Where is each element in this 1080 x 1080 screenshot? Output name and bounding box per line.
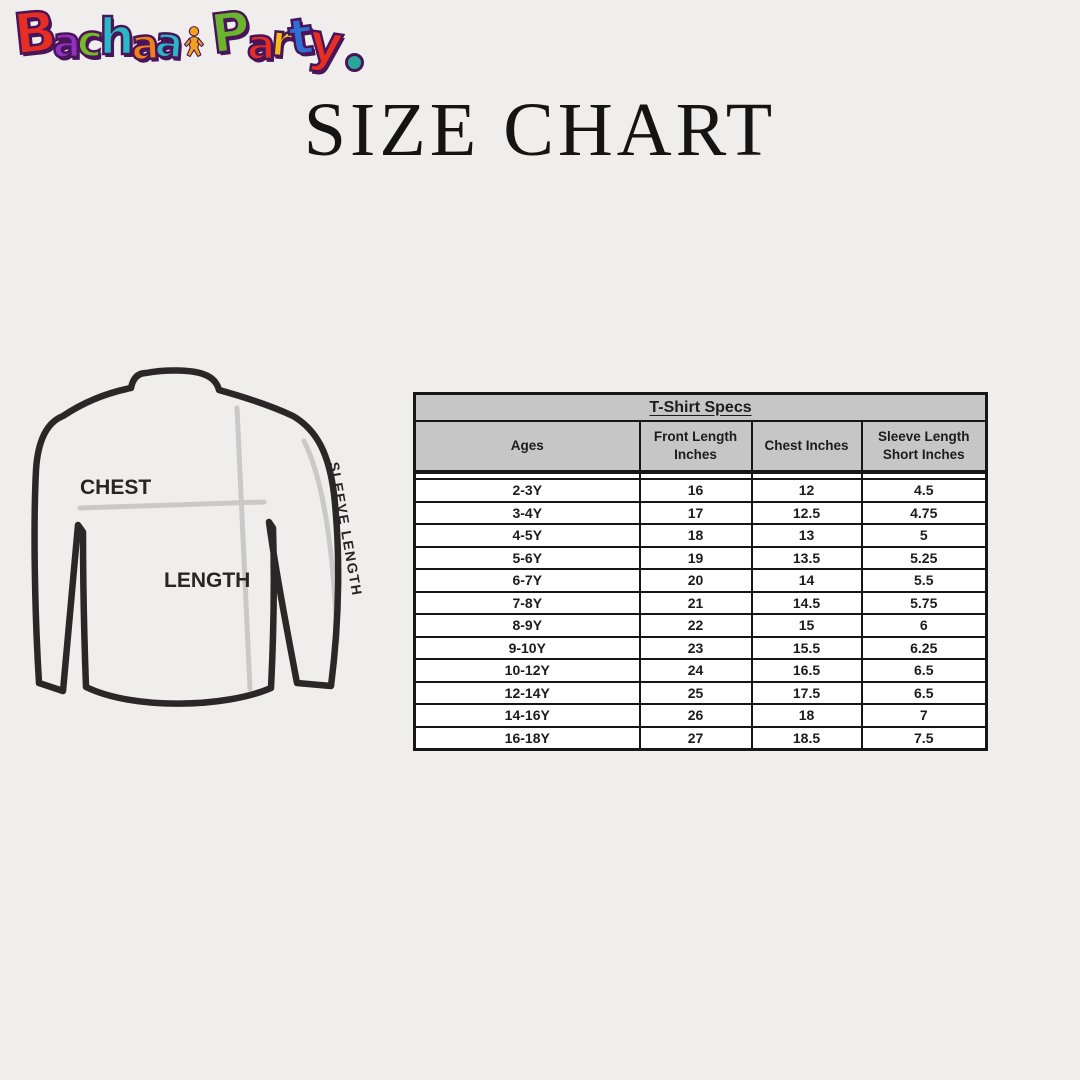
table-cell: 14 bbox=[750, 568, 863, 593]
col-header-front-length: Front Length Inches bbox=[638, 420, 753, 474]
logo-letter: a bbox=[246, 20, 277, 69]
table-row: 3-4Y 17 12.5 4.75 bbox=[413, 500, 988, 525]
table-cell: 6.5 bbox=[860, 680, 988, 705]
table-cell: 23 bbox=[638, 635, 753, 660]
table-spacer-row bbox=[413, 472, 988, 480]
table-title: T-Shirt Specs bbox=[413, 392, 988, 422]
table-cell: 12-14Y bbox=[413, 680, 641, 705]
shirt-illustration: CHEST LENGTH SLEEVE LENGTH bbox=[31, 367, 365, 707]
table-cell: 15 bbox=[750, 613, 863, 638]
table-row: 10-12Y 24 16.5 6.5 bbox=[413, 658, 988, 683]
table-cell: 13 bbox=[750, 523, 863, 548]
table-cell: 4.5 bbox=[860, 478, 988, 503]
table-title-text: T-Shirt Specs bbox=[649, 398, 752, 416]
table-cell: 16 bbox=[638, 478, 753, 503]
table-cell: 24 bbox=[638, 658, 753, 683]
table-cell: 22 bbox=[638, 613, 753, 638]
table-cell: 18 bbox=[750, 703, 863, 728]
table-row: 14-16Y 26 18 7 bbox=[413, 703, 988, 728]
table-cell: 7.5 bbox=[860, 725, 988, 751]
table-cell: 9-10Y bbox=[413, 635, 641, 660]
table-cell: 7-8Y bbox=[413, 590, 641, 615]
logo-letter: B bbox=[9, 0, 61, 69]
table-cell: 5.75 bbox=[860, 590, 988, 615]
table-header-row: Ages Front Length Inches Chest Inches Sl… bbox=[413, 420, 988, 474]
table-row: 8-9Y 22 15 6 bbox=[413, 613, 988, 638]
table-cell: 6.5 bbox=[860, 658, 988, 683]
size-table-body: 2-3Y 16 12 4.5 3-4Y 17 12.5 4.75 4-5Y 18 13 5 5-6Y 19… bbox=[413, 478, 988, 751]
logo-letter: y bbox=[304, 11, 348, 78]
length-guide-line bbox=[234, 405, 253, 692]
logo-letter: P bbox=[206, 0, 255, 67]
table-cell: 17 bbox=[638, 500, 753, 525]
kid-figure-icon bbox=[183, 26, 205, 60]
table-cell: 14.5 bbox=[750, 590, 863, 615]
table-cell: 6 bbox=[860, 613, 988, 638]
table-cell: 25 bbox=[638, 680, 753, 705]
table-cell: 5.5 bbox=[860, 568, 988, 593]
table-cell: 10-12Y bbox=[413, 658, 641, 683]
table-cell: 27 bbox=[638, 725, 753, 751]
table-cell: 6-7Y bbox=[413, 568, 641, 593]
shirt-diagram: CHEST LENGTH SLEEVE LENGTH bbox=[28, 358, 373, 723]
table-row: 12-14Y 25 17.5 6.5 bbox=[413, 680, 988, 705]
table-row: 9-10Y 23 15.5 6.25 bbox=[413, 635, 988, 660]
table-cell: 12.5 bbox=[750, 500, 863, 525]
table-cell: 7 bbox=[860, 703, 988, 728]
table-row: 16-18Y 27 18.5 7.5 bbox=[413, 725, 988, 751]
table-cell: 17.5 bbox=[750, 680, 863, 705]
chest-guide-line bbox=[77, 499, 267, 511]
table-cell: 21 bbox=[638, 590, 753, 615]
table-cell: 4.75 bbox=[860, 500, 988, 525]
table-cell: 2-3Y bbox=[413, 478, 641, 503]
table-cell: 5-6Y bbox=[413, 545, 641, 570]
length-label: LENGTH bbox=[164, 569, 250, 592]
table-cell: 16-18Y bbox=[413, 725, 641, 751]
table-cell: 5.25 bbox=[860, 545, 988, 570]
table-cell: 14-16Y bbox=[413, 703, 641, 728]
table-cell: 5 bbox=[860, 523, 988, 548]
logo-letter: a bbox=[152, 16, 187, 70]
table-cell: 3-4Y bbox=[413, 500, 641, 525]
table-row: 4-5Y 18 13 5 bbox=[413, 523, 988, 548]
table-cell: 19 bbox=[638, 545, 753, 570]
logo-letter: c bbox=[74, 14, 106, 69]
table-cell: 18.5 bbox=[750, 725, 863, 751]
table-cell: 6.25 bbox=[860, 635, 988, 660]
logo-letter: h bbox=[98, 8, 136, 66]
table-row: 7-8Y 21 14.5 5.75 bbox=[413, 590, 988, 615]
table-cell: 12 bbox=[750, 478, 863, 503]
table-cell: 26 bbox=[638, 703, 753, 728]
shirt-outline bbox=[31, 367, 342, 707]
size-table: T-Shirt Specs Ages Front Length Inches C… bbox=[413, 392, 988, 751]
table-cell: 16.5 bbox=[750, 658, 863, 683]
table-cell: 4-5Y bbox=[413, 523, 641, 548]
table-row: 2-3Y 16 12 4.5 bbox=[413, 478, 988, 503]
table-cell: 8-9Y bbox=[413, 613, 641, 638]
page-title: SIZE CHART bbox=[303, 88, 777, 172]
table-title-row: T-Shirt Specs bbox=[413, 392, 988, 422]
table-cell: 13.5 bbox=[750, 545, 863, 570]
col-header-ages: Ages bbox=[413, 420, 641, 474]
table-row: 6-7Y 20 14 5.5 bbox=[413, 568, 988, 593]
col-header-sleeve-length: Sleeve Length Short Inches bbox=[860, 420, 988, 474]
table-cell: 20 bbox=[638, 568, 753, 593]
logo-period-dot bbox=[344, 53, 364, 72]
table-cell: 18 bbox=[638, 523, 753, 548]
logo-letter: a bbox=[51, 18, 82, 67]
chest-label: CHEST bbox=[80, 476, 151, 499]
col-header-chest: Chest Inches bbox=[750, 420, 863, 474]
table-cell: 15.5 bbox=[750, 635, 863, 660]
table-row: 5-6Y 19 13.5 5.25 bbox=[413, 545, 988, 570]
